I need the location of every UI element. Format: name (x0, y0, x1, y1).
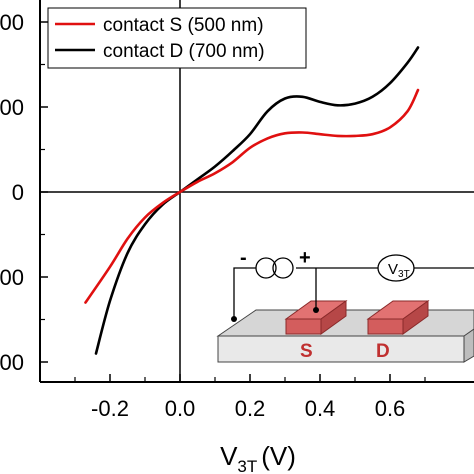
wire-left (233, 267, 256, 319)
voltmeter-icon (377, 254, 415, 282)
x-tick-label: 0.2 (235, 396, 266, 421)
source-plus-label: + (299, 247, 311, 269)
x-tick-label: 0.0 (165, 396, 196, 421)
source-minus-label: - (240, 247, 247, 269)
contact-d-label: D (376, 341, 390, 362)
voltmeter-label: V3T (388, 261, 410, 280)
series-line-contact-d (94, 46, 420, 355)
legend-box (47, 7, 307, 69)
current-source-icon (255, 257, 294, 279)
series-line-contact-s (84, 88, 420, 304)
wire-left-node (231, 316, 237, 322)
legend: contact S (500 nm) contact D (700 nm) (47, 7, 307, 69)
substrate-front (217, 335, 465, 363)
y-tick-label: 00 (0, 10, 24, 35)
substrate-side (463, 328, 474, 363)
y-tick-label: 00 (0, 350, 24, 375)
legend-label-s: contact S (500 nm) (103, 15, 264, 36)
contact-s-label: S (300, 341, 313, 362)
y-tick-label: 00 (0, 265, 24, 290)
x-tick-label: 0.6 (375, 396, 406, 421)
x-tick-label: -0.2 (91, 396, 129, 421)
contact-d (366, 300, 430, 335)
y-tick-label: 0 (12, 180, 24, 205)
data-series (84, 46, 420, 355)
legend-label-d: contact D (700 nm) (103, 41, 265, 62)
inset-schematic: S D - + V3T (216, 247, 474, 363)
wire-s-node (313, 307, 319, 313)
x-tick-label: 0.4 (305, 396, 336, 421)
y-tick-label: 00 (0, 95, 24, 120)
x-axis-title: V3T (V) (220, 441, 296, 474)
